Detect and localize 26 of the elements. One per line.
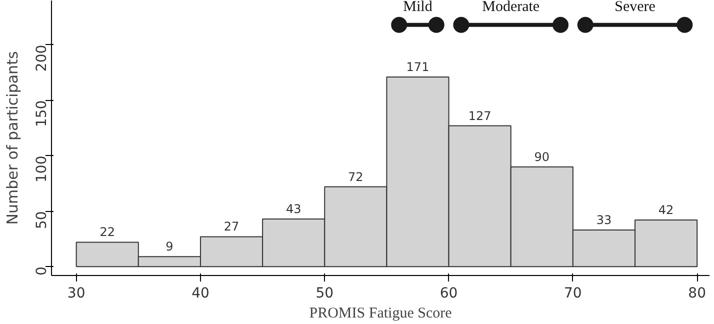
y-axis-title: Number of participants [4,51,22,225]
data-label: 72 [348,170,364,184]
x-tick-label: 70 [564,286,582,302]
data-label: 43 [286,202,302,216]
data-label: 90 [534,150,550,164]
y-tick-label: 100 [34,156,50,182]
data-label: 22 [100,225,116,240]
data-label: 9 [166,240,174,254]
data-label: 27 [224,220,240,234]
x-tick-label: 80 [688,286,706,302]
y-tick-label: 200 [34,44,50,72]
y-tick-label: 150 [34,100,50,128]
data-label: 171 [406,60,430,74]
y-tick-label: 50 [34,211,50,229]
series-label: Mild [403,0,433,15]
x-tick-label: 40 [192,286,210,302]
x-tick-label: 50 [316,286,334,302]
y-tick-label: 0 [34,266,50,276]
x-tick-label: 30 [67,286,86,302]
x-tick-label: 60 [440,286,458,302]
data-label: 33 [596,213,612,228]
series-label: Severe [614,0,656,15]
data-label: 42 [658,203,674,218]
data-label: 127 [468,108,492,123]
x-axis-title: PROMIS Fatigue Score [309,306,452,322]
series-label: Moderate [482,0,540,15]
